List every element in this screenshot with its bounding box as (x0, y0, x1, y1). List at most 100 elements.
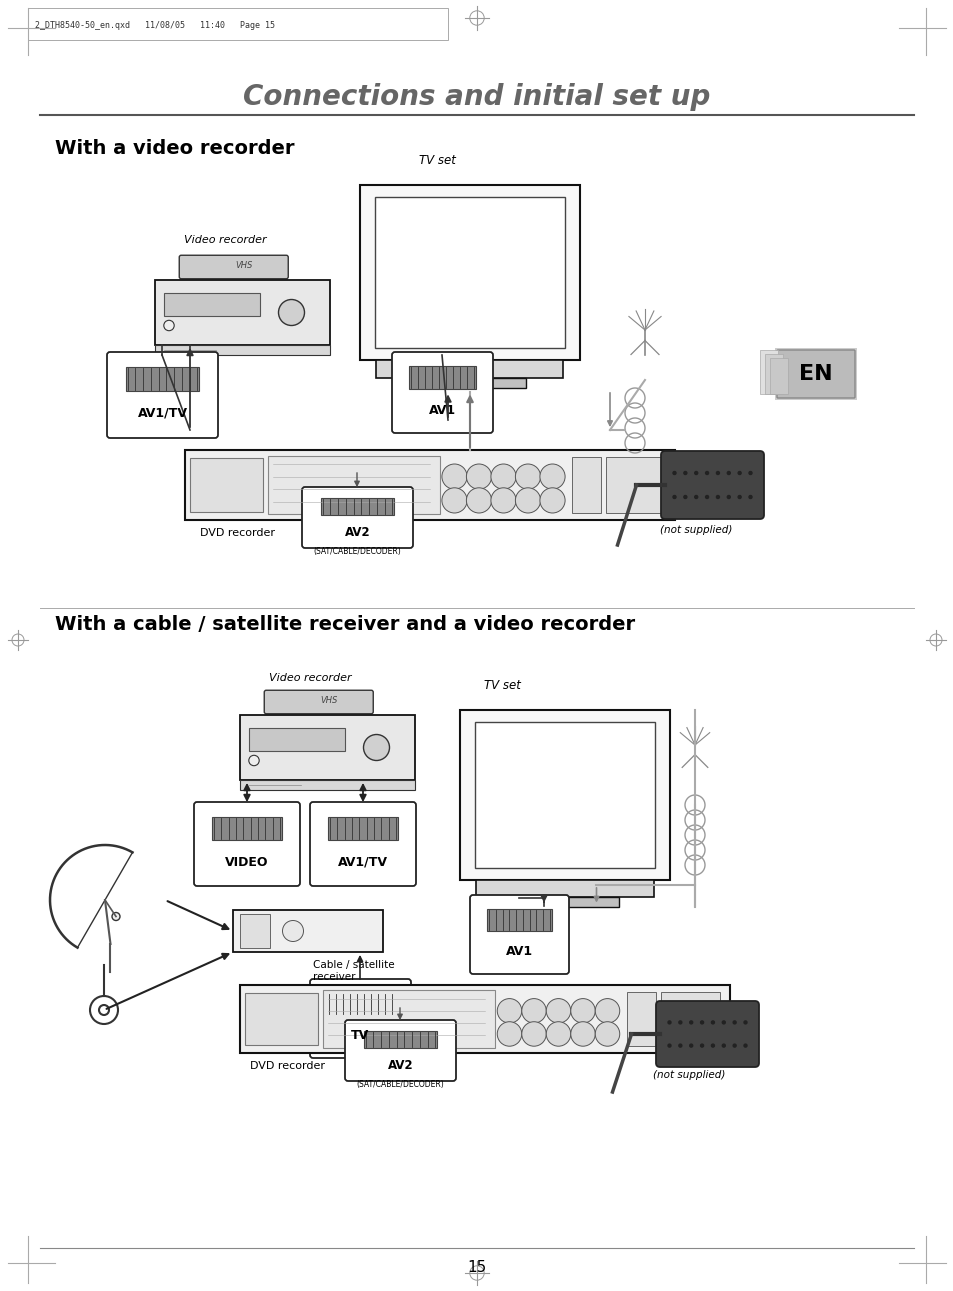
FancyBboxPatch shape (264, 691, 373, 714)
Circle shape (672, 496, 676, 498)
Bar (154, 345, 330, 355)
Bar (476, 880, 654, 897)
Bar (359, 185, 579, 360)
Bar (414, 377, 525, 389)
FancyBboxPatch shape (656, 1001, 759, 1066)
Text: (SAT/CABLE/DECODER): (SAT/CABLE/DECODER) (313, 547, 400, 556)
Circle shape (667, 1021, 670, 1024)
Circle shape (515, 463, 540, 489)
Circle shape (748, 471, 751, 475)
Bar (240, 780, 415, 790)
Circle shape (743, 1044, 746, 1047)
Circle shape (249, 755, 259, 766)
Text: VHS: VHS (235, 261, 253, 270)
Text: With a video recorder: With a video recorder (55, 138, 294, 158)
Circle shape (466, 463, 491, 489)
Circle shape (732, 1021, 736, 1024)
FancyBboxPatch shape (345, 1020, 456, 1081)
Text: (not supplied): (not supplied) (659, 525, 732, 534)
Circle shape (497, 999, 521, 1022)
Circle shape (570, 999, 595, 1022)
Text: DVD recorder: DVD recorder (250, 1061, 325, 1072)
Circle shape (282, 920, 303, 941)
Circle shape (711, 1021, 714, 1024)
Text: AV1: AV1 (429, 404, 456, 417)
Circle shape (743, 1021, 746, 1024)
Circle shape (363, 735, 389, 760)
Bar (764, 354, 782, 394)
Text: TV: TV (351, 1029, 369, 1042)
Bar (409, 367, 476, 389)
Text: Connections and initial set up: Connections and initial set up (243, 83, 710, 111)
Bar (245, 993, 318, 1044)
Circle shape (721, 1021, 724, 1024)
Circle shape (466, 488, 491, 513)
Circle shape (441, 463, 467, 489)
Circle shape (726, 496, 729, 498)
Bar (190, 458, 263, 511)
Bar (233, 910, 382, 951)
FancyBboxPatch shape (660, 451, 763, 519)
Circle shape (683, 471, 686, 475)
Circle shape (99, 1004, 109, 1015)
FancyBboxPatch shape (302, 487, 413, 547)
Bar (154, 280, 330, 345)
FancyBboxPatch shape (193, 802, 299, 886)
Bar (376, 360, 563, 377)
Circle shape (748, 496, 751, 498)
Text: AV2: AV2 (344, 525, 370, 538)
Bar (212, 817, 282, 840)
Text: EN: EN (799, 364, 832, 383)
Circle shape (491, 488, 516, 513)
Bar (572, 457, 601, 513)
Circle shape (539, 463, 564, 489)
Bar (660, 991, 720, 1046)
Bar (760, 350, 778, 394)
Bar (323, 990, 495, 1047)
Text: DVD recorder: DVD recorder (200, 528, 274, 538)
FancyBboxPatch shape (310, 802, 416, 886)
Circle shape (738, 471, 740, 475)
Bar (375, 198, 564, 347)
Bar (268, 456, 439, 514)
Text: Video recorder: Video recorder (269, 673, 351, 683)
Circle shape (672, 471, 676, 475)
Circle shape (705, 471, 708, 475)
Circle shape (694, 496, 697, 498)
Circle shape (705, 496, 708, 498)
Bar (606, 457, 664, 513)
Bar (327, 993, 394, 1015)
Circle shape (716, 496, 719, 498)
Bar (249, 728, 345, 751)
Circle shape (738, 496, 740, 498)
FancyBboxPatch shape (776, 350, 854, 398)
Text: AV1: AV1 (505, 945, 533, 958)
Text: 15: 15 (467, 1260, 486, 1276)
Bar (28, 8, 448, 40)
Text: TV set: TV set (483, 679, 520, 692)
Circle shape (689, 1044, 692, 1047)
Bar (511, 897, 618, 908)
FancyBboxPatch shape (310, 979, 411, 1059)
Circle shape (278, 300, 304, 325)
Circle shape (694, 471, 697, 475)
Text: VIDEO: VIDEO (225, 856, 269, 869)
Circle shape (732, 1044, 736, 1047)
Bar (240, 715, 415, 780)
Text: Video recorder: Video recorder (184, 235, 266, 245)
Text: AV2: AV2 (387, 1059, 413, 1072)
Bar (328, 817, 397, 840)
Text: AV1/TV: AV1/TV (337, 856, 388, 869)
Circle shape (521, 999, 546, 1022)
Circle shape (90, 995, 118, 1024)
Bar (626, 991, 656, 1046)
Bar (164, 293, 260, 316)
Bar (475, 722, 655, 869)
Circle shape (700, 1021, 702, 1024)
Circle shape (679, 1044, 681, 1047)
Text: Cable / satellite
receiver: Cable / satellite receiver (313, 961, 395, 981)
Circle shape (667, 1044, 670, 1047)
Circle shape (491, 463, 516, 489)
Bar (240, 985, 729, 1053)
Circle shape (711, 1044, 714, 1047)
